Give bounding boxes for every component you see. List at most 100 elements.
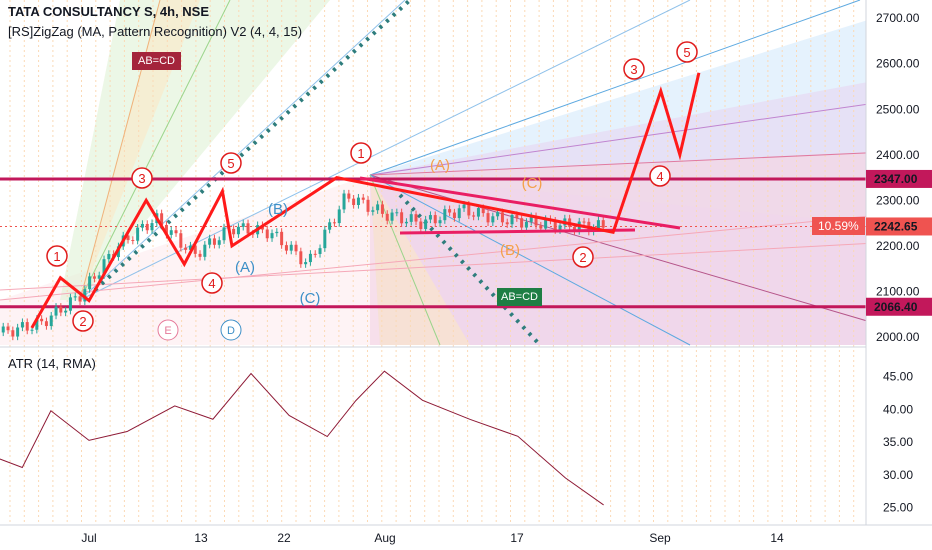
wave-label-5a: 5	[227, 156, 234, 171]
candle-body	[491, 216, 495, 223]
level-price-tags: 2347.00 2242.65 2066.40	[866, 169, 932, 316]
candle-body	[222, 227, 226, 241]
wave-label-4a: 4	[208, 276, 215, 291]
candle-body	[16, 327, 20, 337]
candle-body	[366, 199, 370, 212]
candle-body	[107, 253, 111, 260]
candle-body	[212, 238, 216, 245]
price-tick-label: 2600.00	[876, 57, 920, 71]
wave-label-2a: 2	[79, 314, 86, 329]
candle-body	[371, 210, 375, 212]
candle-body	[534, 216, 538, 226]
candle-body	[457, 208, 461, 219]
atr-tick-label: 40.00	[883, 402, 913, 416]
price-tick-label: 2700.00	[876, 11, 920, 25]
candle-body	[505, 222, 509, 225]
price-tick-label: 2300.00	[876, 193, 920, 207]
candle-body	[83, 289, 87, 302]
wave-label-5b: 5	[683, 45, 690, 60]
candle-body	[390, 212, 394, 221]
candle-body	[347, 193, 351, 199]
candle-body	[73, 296, 77, 298]
atr-label: ATR (14, RMA)	[8, 356, 96, 371]
candle-body	[486, 213, 490, 223]
candle-body	[462, 204, 466, 209]
candle-body	[68, 297, 72, 311]
candle-body	[49, 315, 53, 327]
candle-body	[270, 233, 274, 239]
candle-body	[419, 221, 423, 229]
price-axis-ticks: 2000.00 2100.00 2200.00 2300.00 2400.00 2500.…	[876, 11, 920, 344]
candle-body	[304, 262, 308, 265]
price-tick-label: 2000.00	[876, 330, 920, 344]
candle-body	[510, 214, 514, 225]
candle-body	[59, 306, 63, 313]
candle-body	[553, 220, 557, 231]
candle-body	[342, 193, 346, 210]
candle-body	[188, 245, 192, 250]
candle-body	[88, 276, 92, 290]
pattern-badge-top: AB=CD	[132, 52, 181, 70]
candle-body	[140, 223, 144, 228]
candle-body	[467, 204, 471, 216]
level-tag	[866, 217, 932, 236]
candle-body	[92, 276, 96, 279]
price-tick-label: 2100.00	[876, 284, 920, 298]
price-tick-label: 2400.00	[876, 148, 920, 162]
price-axis-background	[866, 0, 932, 550]
candle-body	[472, 215, 476, 217]
time-axis-ticks: Jul 13 22 Aug 17 Sep 14	[81, 531, 784, 545]
candle-body	[54, 306, 58, 316]
candle-body	[318, 248, 322, 254]
atr-tick-label: 45.00	[883, 370, 913, 384]
candle-body	[428, 215, 432, 220]
candle-body	[97, 275, 101, 279]
candle-body	[169, 230, 173, 235]
wave-label-1a: 1	[53, 249, 60, 264]
price-tick-label: 2200.00	[876, 239, 920, 253]
chart-title: TATA CONSULTANCY S, 4h, NSE	[8, 4, 210, 19]
time-tick-label: Aug	[374, 531, 395, 545]
level-tag-label: 2347.00	[874, 172, 918, 186]
candle-body	[414, 214, 418, 222]
candle-body	[352, 198, 356, 205]
time-tick-label: 14	[770, 531, 784, 545]
percent-change-tag: 10.59%	[812, 217, 865, 235]
candle-body	[400, 212, 404, 224]
wave-labels: 1 2 3 4 5 1 2 3 4 5 (B) (A) (C) D E (A) …	[46, 41, 698, 341]
candle-body	[6, 326, 10, 331]
wave-label-blue-a: (B)	[268, 201, 288, 218]
candle-body	[337, 209, 341, 224]
level-tag	[866, 297, 932, 316]
atr-line	[0, 370, 604, 506]
candle-body	[160, 213, 164, 225]
candle-body	[328, 222, 332, 230]
candle-body	[409, 214, 413, 222]
candle-body	[232, 228, 236, 235]
price-tick-label: 2500.00	[876, 102, 920, 116]
level-tag-label: 2242.65	[874, 219, 918, 233]
candle-body	[193, 245, 197, 254]
triangle-upper-line	[359, 176, 681, 230]
candle-body	[443, 209, 447, 221]
candle-body	[246, 223, 250, 234]
candle-body	[380, 204, 384, 214]
atr-tick-label: 30.00	[883, 468, 913, 482]
wave-label-blue-b: (A)	[235, 259, 255, 276]
candle-body	[313, 253, 317, 255]
pattern-badge-bottom: AB=CD	[497, 288, 542, 306]
atr-tick-label: 35.00	[883, 435, 913, 449]
candle-body	[265, 229, 269, 239]
candle-body	[44, 321, 48, 327]
level-tag-label: 2066.40	[874, 300, 918, 314]
candle-body	[515, 214, 519, 219]
candle-body	[236, 226, 240, 235]
candle-body	[433, 215, 437, 224]
candle-body	[332, 222, 336, 224]
candle-body	[198, 253, 202, 257]
time-tick-label: Jul	[81, 531, 96, 545]
candle-body	[299, 251, 303, 265]
candle-body	[601, 220, 605, 228]
candle-body	[448, 209, 452, 213]
candle-body	[476, 208, 480, 217]
